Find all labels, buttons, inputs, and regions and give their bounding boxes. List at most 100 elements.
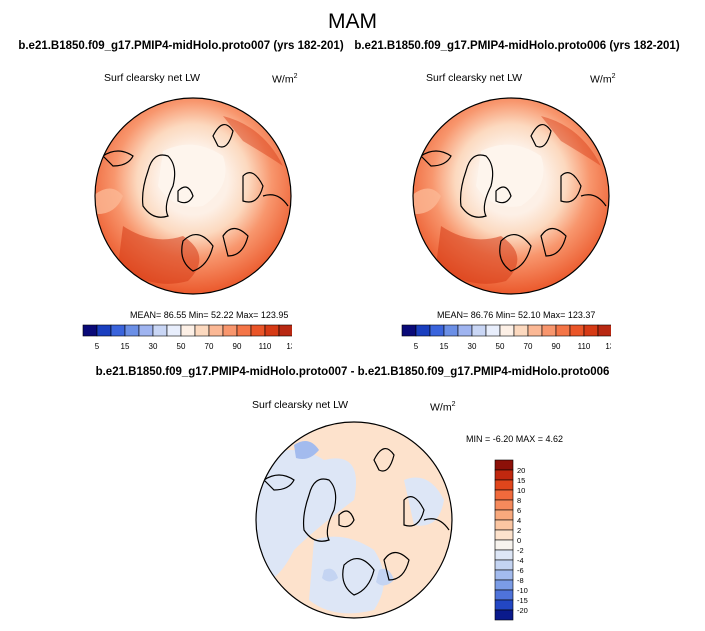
panel-2-colorbar-tick-label: 15: [440, 342, 449, 351]
panel-1-colorbar-swatch: [208, 324, 224, 337]
panel-1-colorbar-tick-label: 70: [205, 342, 214, 351]
panel-3-neg-patch: [294, 441, 319, 459]
panel-1-units-exp: 2: [293, 73, 298, 80]
panel-3-colorbar-tick-label: -20: [517, 606, 528, 615]
panel-1-colorbar-tick-label: 130: [286, 342, 292, 351]
panel-3-colorbar-swatch: [494, 469, 514, 481]
panel-2-cold-core: [476, 144, 544, 207]
panel-3-colorbar-swatch: [494, 539, 514, 551]
panel-2-polar-map: [412, 97, 610, 295]
panel-1-colorbar-swatch: [236, 324, 252, 337]
panel-1-colorbar: 5 15 30 50 70 90 110 130: [82, 324, 292, 351]
panel-2-colorbar-swatch: [583, 324, 599, 337]
panel-2-warm-patch: [436, 226, 518, 284]
panel-1-colorbar-swatch: [124, 324, 140, 337]
panel-2-warm-patch-ne: [541, 116, 601, 166]
panel-3-colorbar-tick-label: 4: [517, 516, 521, 525]
panel-2-colorbar-swatch: [513, 324, 529, 337]
panel-3-colorbar-tick-label: 0: [517, 536, 521, 545]
panel-3-stats: MIN = -6.20 MAX = 4.62: [466, 434, 564, 444]
panel-1-map-border: [94, 97, 292, 295]
panel-3-colorbar-swatch: [494, 499, 514, 511]
panel-3-colorbar-swatch: [494, 609, 514, 621]
panel-2-stats: MEAN= 86.76 Min= 52.10 Max= 123.37: [437, 310, 596, 320]
panel-3-colorbar-swatch: [494, 569, 514, 581]
panel-1-colorbar-swatch: [194, 324, 210, 337]
panel-2-colorbar-swatch: [471, 324, 487, 337]
panel-1-colorbar-swatch: [180, 324, 196, 337]
panel-2-colorbar-swatch: [443, 324, 459, 337]
panel-1-variable: Surf clearsky net LW: [104, 72, 201, 84]
panel-2-units-base: W/m: [590, 73, 612, 86]
panel-2-colorbar-tick-label: 30: [468, 342, 477, 351]
panel-3-colorbar-tick-label: -4: [517, 556, 524, 565]
season-title: MAM: [328, 10, 377, 33]
panel-2-colorbar-tick-label: 110: [578, 342, 591, 351]
panel-1-colorbar-swatch: [278, 324, 292, 337]
panel-3-neg-region-east: [404, 477, 444, 526]
panel-3-colorbar-tick-label: 2: [517, 526, 521, 535]
panel-1-colorbar-swatch: [96, 324, 112, 337]
panel-1-colorbar-swatch: [152, 324, 168, 337]
panel-2-colorbar-swatch: [429, 324, 445, 337]
panel-3-colorbar-tick-label: 15: [517, 476, 525, 485]
panel-3-colorbar-swatch: [494, 479, 514, 491]
panel-1-warm-patch-ne: [223, 116, 283, 166]
panel-3-units-base: W/m: [430, 401, 452, 414]
panel-1-cold-core: [158, 144, 226, 207]
panel-2-colorbar-swatch: [401, 324, 417, 337]
panel-1-colorbar-tick-label: 30: [149, 342, 158, 351]
panel-3-map-border: [255, 421, 453, 619]
panel-3-neg-region-south: [309, 536, 384, 614]
panel-2-colorbar-swatch: [485, 324, 501, 337]
panel-3-colorbar-swatch: [494, 519, 514, 531]
panel-2-title: b.e21.B1850.f09_g17.PMIP4-midHolo.proto0…: [354, 40, 680, 52]
panel-2-colorbar-swatch: [541, 324, 557, 337]
panel-2-colorbar-swatch: [597, 324, 611, 337]
panel-3-coastlines: [263, 448, 450, 596]
panel-2-cool-patch: [413, 188, 441, 215]
panel-1-title: b.e21.B1850.f09_g17.PMIP4-midHolo.proto0…: [18, 40, 344, 52]
panel-3-colorbar-tick-label: -15: [517, 596, 528, 605]
panel-1-colorbar-swatch: [250, 324, 266, 337]
panel-3-colorbar-tick-label: 20: [517, 466, 525, 475]
panel-2-colorbar-swatch: [569, 324, 585, 337]
panel-1-polar-map: [94, 97, 292, 295]
panel-3-colorbar-tick-label: 10: [517, 486, 525, 495]
panel-3-variable: Surf clearsky net LW: [252, 399, 349, 411]
panel-2-colorbar-swatch: [499, 324, 515, 337]
panel-1-colorbar-swatch: [82, 324, 98, 337]
panel-2-colorbar-tick-label: 70: [524, 342, 533, 351]
panel-2-colorbar-tick-label: 5: [414, 342, 419, 351]
panel-3-units-exp: 2: [451, 401, 456, 408]
panel-2-units-exp: 2: [611, 73, 616, 80]
panel-2-map-border: [412, 97, 610, 295]
panel-1-stats: MEAN= 86.55 Min= 52.22 Max= 123.95: [130, 310, 289, 320]
panel-3-colorbar-swatch: [494, 549, 514, 561]
panel-1-colorbar-swatch: [222, 324, 238, 337]
panel-3-colorbar-swatch: [494, 509, 514, 521]
panel-2-colorbar-swatch: [457, 324, 473, 337]
panel-3-colorbar-tick-label: 8: [517, 496, 521, 505]
panel-3-colorbar-swatch: [494, 589, 514, 601]
panel-2-units: W/m2: [590, 73, 615, 86]
panel-1-colorbar-tick-label: 50: [177, 342, 186, 351]
panel-1-warm-patch: [118, 226, 200, 284]
panel-3-colorbar-swatch: [494, 599, 514, 611]
panel-3-colorbar-tick-label: -10: [517, 586, 528, 595]
panel-3-colorbar-tick-label: -2: [517, 546, 524, 555]
panel-2-colorbar: 5 15 30 50 70 90 110 130: [401, 324, 611, 351]
panel-3-units: W/m2: [430, 401, 455, 414]
panel-3-colorbar-swatch: [494, 459, 514, 471]
panel-3-colorbar-tick-label: 6: [517, 506, 521, 515]
panel-1-colorbar-swatch: [166, 324, 182, 337]
panel-2-colorbar-tick-label: 50: [496, 342, 505, 351]
panel-1-colorbar-swatch: [138, 324, 154, 337]
panel-2-variable: Surf clearsky net LW: [426, 72, 523, 84]
panel-2-coastlines: [420, 124, 607, 272]
panel-3-colorbar-tick-label: -6: [517, 566, 524, 575]
panel-2-colorbar-tick-label: 130: [605, 342, 611, 351]
panel-1-units-base: W/m: [272, 73, 294, 86]
panel-1-units: W/m2: [272, 73, 297, 86]
